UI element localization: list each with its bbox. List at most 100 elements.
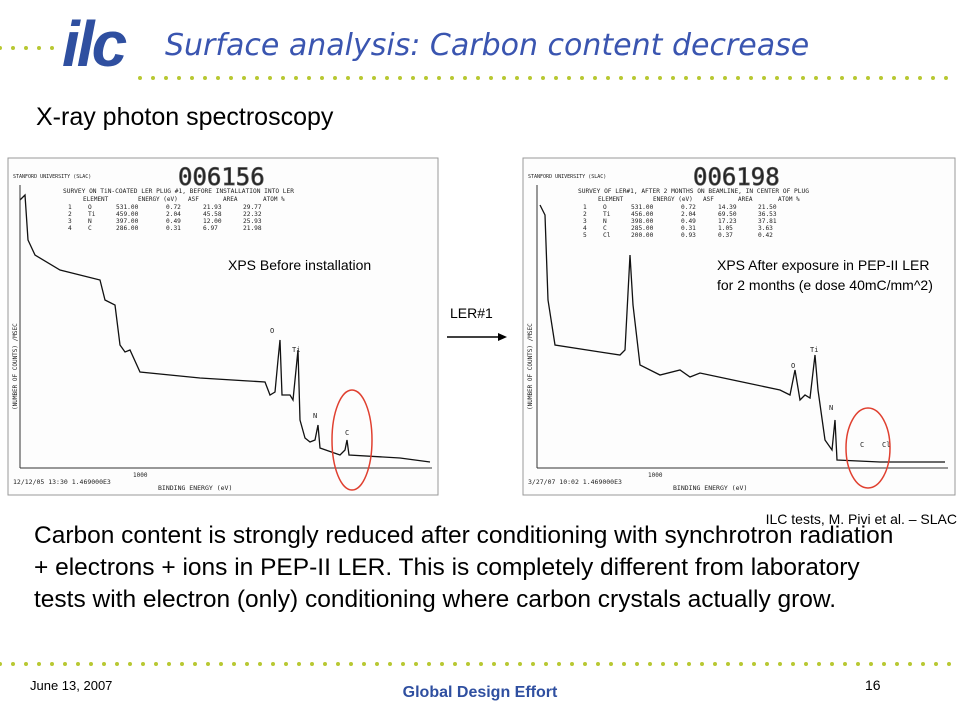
column-header: ENERGY (eV) <box>653 196 693 203</box>
scan-frame <box>7 157 439 496</box>
lab-name: STANFORD UNIVERSITY (SLAC) <box>528 174 606 180</box>
credit: ILC tests, M. Pivi et al. – SLAC <box>766 511 957 527</box>
table-cell: 1 <box>68 204 72 211</box>
table-cell: 14.39 <box>718 204 737 211</box>
survey-title: SURVEY ON TiN-COATED LER PLUG #1, BEFORE… <box>63 188 294 195</box>
table-cell: 0.72 <box>681 204 696 211</box>
arrow-label: LER#1 <box>450 305 493 321</box>
x-axis-label: BINDING ENERGY (eV) <box>158 484 232 492</box>
table-cell: 1 <box>583 204 587 211</box>
table-cell: 29.77 <box>243 204 262 211</box>
table-cell: 2 <box>68 211 72 218</box>
table-cell: 36.53 <box>758 211 777 218</box>
peak-label: N <box>829 404 833 412</box>
table-cell: 25.93 <box>243 218 262 225</box>
table-cell: 286.00 <box>116 225 139 232</box>
table-cell: 397.00 <box>116 218 139 225</box>
table-cell: 0.31 <box>166 225 181 232</box>
peak-label: O <box>270 327 274 335</box>
peak-label: O <box>791 362 795 370</box>
scan-stamp: 3/27/07 10:02 1.469000E3 <box>528 478 622 486</box>
peak-label: C <box>345 429 349 437</box>
table-cell: 285.00 <box>631 225 654 232</box>
x-axis-label: BINDING ENERGY (eV) <box>673 484 747 492</box>
table-cell: N <box>88 218 92 225</box>
caption: XPS After exposure in PEP-II LER for 2 m… <box>717 257 933 293</box>
column-header: ASF <box>703 196 714 203</box>
peak-label: N <box>313 412 317 420</box>
table-cell: O <box>88 204 92 211</box>
scan-frame <box>522 157 956 496</box>
table-cell: 531.00 <box>116 204 139 211</box>
table-cell: 0.72 <box>166 204 181 211</box>
table-cell: 3 <box>68 218 72 225</box>
table-cell: 456.00 <box>631 211 654 218</box>
page-number: 16 <box>865 677 881 693</box>
column-header: ATOM % <box>263 196 285 203</box>
column-header: ASF <box>188 196 199 203</box>
table-cell: C <box>603 225 607 232</box>
table-cell: 17.23 <box>718 218 737 225</box>
column-header: AREA <box>738 196 753 203</box>
table-cell: 200.00 <box>631 232 654 239</box>
scan-stamp: 12/12/05 13:30 1.469000E3 <box>13 478 111 486</box>
y-axis-label: (NUMBER OF COUNTS) /MSEC <box>12 323 19 410</box>
table-cell: 22.32 <box>243 211 262 218</box>
table-cell: 398.00 <box>631 218 654 225</box>
table-cell: 69.50 <box>718 211 737 218</box>
y-axis-label: (NUMBER OF COUNTS) /MSEC <box>527 323 534 410</box>
table-cell: 3 <box>583 218 587 225</box>
x-tick-label: 1000 <box>648 472 663 479</box>
column-header: ELEMENT <box>83 196 109 203</box>
table-cell: N <box>603 218 607 225</box>
table-cell: 21.50 <box>758 204 777 211</box>
table-cell: 2.04 <box>681 211 696 218</box>
table-cell: Ti <box>603 211 611 218</box>
highlight <box>845 407 891 489</box>
peak-label: Ti <box>292 346 300 354</box>
column-header: ELEMENT <box>598 196 624 203</box>
table-cell: 1.05 <box>718 225 733 232</box>
table-cell: Cl <box>603 232 611 239</box>
table-cell: 4 <box>68 225 72 232</box>
column-header: ATOM % <box>778 196 800 203</box>
x-tick-label: 1000 <box>133 472 148 479</box>
table-cell: 0.42 <box>758 232 773 239</box>
spectrum <box>539 204 945 463</box>
highlight <box>331 389 373 491</box>
table-cell: C <box>88 225 92 232</box>
survey-title: SURVEY OF LER#1, AFTER 2 MONTHS ON BEAML… <box>578 188 809 195</box>
table-cell: O <box>603 204 607 211</box>
serial-number: 006198 <box>693 163 780 191</box>
footer-org: Global Design Effort <box>403 684 558 701</box>
footer-date: June 13, 2007 <box>30 678 112 693</box>
subtitle: X-ray photon spectroscopy <box>36 103 334 131</box>
peak-label: C <box>860 441 864 449</box>
table-cell: 12.00 <box>203 218 222 225</box>
table-cell: 0.93 <box>681 232 696 239</box>
table-cell: 6.97 <box>203 225 218 232</box>
table-cell: 21.93 <box>203 204 222 211</box>
column-header: AREA <box>223 196 238 203</box>
table-cell: 3.63 <box>758 225 773 232</box>
table-cell: 5 <box>583 232 587 239</box>
table-cell: 531.00 <box>631 204 654 211</box>
table-cell: 45.58 <box>203 211 222 218</box>
table-cell: 459.00 <box>116 211 139 218</box>
table-cell: 0.37 <box>718 232 733 239</box>
title: Surface analysis: Carbon content decreas… <box>165 28 809 63</box>
lab-name: STANFORD UNIVERSITY (SLAC) <box>13 174 91 180</box>
table-cell: 37.81 <box>758 218 777 225</box>
table-cell: 0.49 <box>681 218 696 225</box>
spectrum <box>19 193 431 463</box>
peak-label: Ti <box>810 346 818 354</box>
peak-label: Cl <box>882 441 890 449</box>
table-cell: 4 <box>583 225 587 232</box>
table-cell: Ti <box>88 211 96 218</box>
table-cell: 21.98 <box>243 225 262 232</box>
serial-number: 006156 <box>178 163 265 191</box>
